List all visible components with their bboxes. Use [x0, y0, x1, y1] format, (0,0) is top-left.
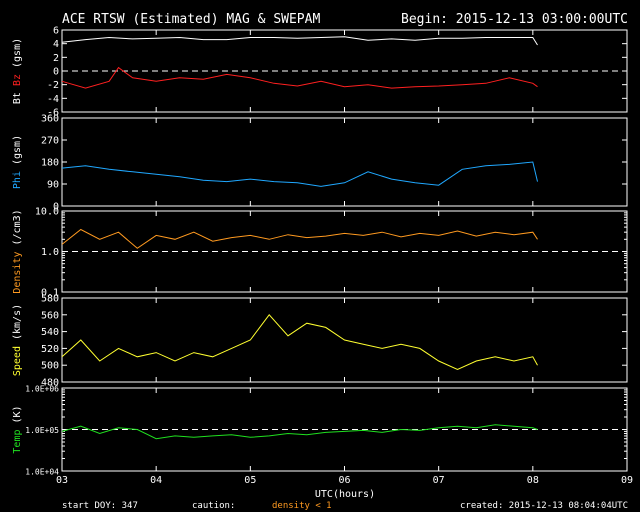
- y-tick-label: 520: [41, 344, 59, 355]
- footer-caution: caution:: [192, 501, 235, 511]
- x-tick-label: 07: [433, 475, 445, 486]
- x-tick-label: 06: [338, 475, 350, 486]
- y-tick-label: 480: [41, 378, 59, 389]
- y-tick-label: 10.0: [35, 207, 59, 218]
- y-axis-label: Density (/cm3): [12, 209, 23, 293]
- y-tick-label: 1.0E+05: [25, 426, 59, 435]
- begin-time: Begin: 2015-12-13 03:00:00UTC: [401, 12, 628, 27]
- panel-speed: 580 560 540 520 500 480 Speed (km/s): [12, 294, 628, 389]
- x-tick-label: 09: [621, 475, 633, 486]
- y-tick-label: 540: [41, 327, 59, 338]
- y-tick-label: 500: [41, 361, 59, 372]
- footer-start-doy: start DOY: 347: [62, 501, 138, 511]
- y-tick-label: 360: [41, 114, 59, 125]
- y-axis-label-part: (km/s): [12, 304, 23, 346]
- y-tick-label: -4: [47, 94, 59, 105]
- y-tick-label: 180: [41, 158, 59, 169]
- y-axis-label-part: (/cm3): [12, 209, 23, 251]
- y-tick-label: 90: [47, 180, 59, 191]
- y-axis-label-part: (K): [12, 405, 23, 429]
- y-axis-label-part: Density: [12, 252, 23, 294]
- y-tick-label: 1.0E+06: [25, 385, 59, 394]
- y-axis-label: Speed (km/s): [12, 304, 23, 376]
- series-bt: [61, 36, 538, 46]
- y-tick-label: 0: [53, 202, 59, 213]
- y-axis-label-part: Phi: [12, 171, 23, 189]
- panel-density: 10.0 1.0 0.1 Density (/cm3): [12, 207, 628, 299]
- y-tick-label: 1.0: [41, 247, 59, 258]
- y-axis-label-part: (gsm): [12, 38, 23, 74]
- y-tick-label: 1.0E+04: [25, 468, 59, 477]
- panel-phi: 360 270 180 90 0 Phi (gsm): [12, 114, 628, 213]
- panels-group: 6 4 2 0 -2 -4 -6 Bt Bz (gsm) 360 270 180 90 0 Phi (gs…: [12, 26, 633, 487]
- footer-density-note: density < 1: [272, 501, 332, 511]
- y-axis-label: Bt Bz (gsm): [12, 38, 23, 104]
- y-tick-label: 560: [41, 310, 59, 321]
- series-speed: [61, 314, 538, 370]
- y-axis-label: Temp (K): [12, 405, 23, 453]
- y-axis-label-part: Temp: [12, 430, 23, 454]
- chart-title: ACE RTSW (Estimated) MAG & SWEPAM: [62, 12, 320, 27]
- footer-created: created: 2015-12-13 08:04:04UTC: [460, 501, 628, 511]
- y-tick-label: 0.1: [41, 288, 59, 299]
- y-axis-label-part: (gsm): [12, 135, 23, 171]
- x-tick-label: 04: [150, 475, 162, 486]
- x-tick-label: 03: [56, 475, 68, 486]
- y-tick-label: 2: [53, 53, 59, 64]
- y-axis-label-part: Bt: [12, 92, 23, 104]
- y-tick-label: 6: [53, 26, 59, 37]
- y-tick-label: 580: [41, 294, 59, 305]
- series-density: [61, 228, 538, 249]
- x-axis-label: UTC(hours): [315, 489, 375, 500]
- panel-temp: 1.0E+06 1.0E+05 1.0E+04 Temp (K): [12, 385, 628, 477]
- panel-mag-bt-bz: 6 4 2 0 -2 -4 -6 Bt Bz (gsm): [12, 26, 628, 119]
- series-phi: [61, 161, 538, 187]
- y-tick-label: 4: [53, 39, 59, 50]
- y-tick-label: 270: [41, 136, 59, 147]
- y-tick-label: -6: [47, 108, 59, 119]
- y-axis-label-part: Speed: [12, 346, 23, 376]
- x-tick-label: 08: [527, 475, 539, 486]
- series-bz: [61, 66, 538, 89]
- x-tick-label: 05: [244, 475, 256, 486]
- series-temp: [61, 424, 538, 440]
- y-axis-label-part: Bz: [12, 74, 23, 92]
- y-tick-label: -2: [47, 80, 59, 91]
- y-axis-label: Phi (gsm): [12, 135, 23, 189]
- y-tick-label: 0: [53, 67, 59, 78]
